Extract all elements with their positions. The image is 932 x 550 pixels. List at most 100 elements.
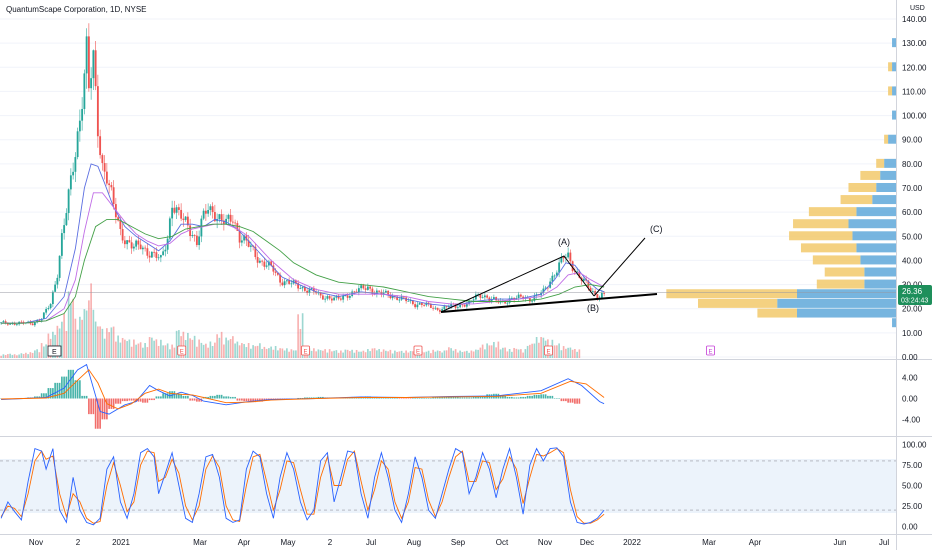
macd-histogram-bar [79,380,81,399]
volume-bar [353,352,356,358]
candle-body [357,288,360,293]
candle-body [186,216,189,226]
candle-body [330,298,333,301]
volume-bar [243,344,245,358]
drawings[interactable]: (A) (B) (C) [440,224,663,313]
macd-histogram-bar [396,398,398,399]
macd-histogram-bar [103,398,106,420]
candle-body [58,255,61,278]
volume-bar [61,321,63,358]
candle-body [236,223,239,231]
macd-histogram-bar [535,394,538,399]
volume-bar [166,343,169,358]
candle-body [312,288,315,292]
candle-body [60,233,63,256]
candle-body [9,323,12,325]
candle-body [479,294,482,298]
candle-body [429,303,432,308]
macd-histogram-bar [160,396,162,399]
macd-histogram-bar [322,396,324,399]
macd-histogram-bar [115,398,117,404]
volume-bar [63,313,65,358]
volume-bar [405,350,407,358]
volume-bar [142,347,144,358]
candle-body [490,299,493,302]
macd-histogram-bar [434,397,437,399]
volume-profile-up-bar [848,219,896,229]
volume-bar [103,338,106,358]
candle-body [204,210,207,214]
macd-histogram-bar [475,396,477,399]
volume-bar [364,352,367,358]
price-axis[interactable]: 140.00 130.00 120.00 110.00 100.00 90.00 80.00… [902,15,927,531]
volume-bar [34,350,36,358]
time-tick-label: Oct [496,538,509,547]
time-axis[interactable]: Nov 2 2021 Mar Apr May 2 Jul Aug Sep Oct Nov Dec 2022… [29,538,889,547]
candle-body [411,300,414,305]
volume-profile-up-bar [797,289,896,299]
macd-histogram-bar [515,397,518,399]
macd-histogram-bar [477,396,479,399]
candle-body [308,289,311,293]
macd-histogram-bar [119,398,122,404]
candle-body [270,261,273,266]
candle-body [87,36,90,89]
volume-bar [58,328,61,358]
price-tick-label: 80.00 [902,160,923,169]
volume-profile-down-bar [800,243,857,253]
macd-histogram-bar [101,398,104,420]
volume-profile-down-bar [888,62,893,72]
volume-bar [290,349,293,358]
volume-bar [155,339,158,358]
macd-histogram-bar [94,398,97,429]
volume-bar [193,335,196,358]
candle-body [56,277,59,285]
candle-body [461,304,464,306]
volume-bar [558,343,560,358]
candle-body [94,50,97,87]
moving-average-line [1,192,605,324]
volume-bar [452,350,455,358]
macd-histogram-bar [578,398,581,404]
candle-body [366,286,369,290]
volume-bar [106,328,108,358]
candle-body [243,235,246,241]
macd-histogram-bar [47,388,50,399]
volume-bar [31,352,34,358]
volume-bar [283,350,286,358]
candle-body [342,295,345,300]
macd-histogram-bar [191,398,194,401]
volume-bar [279,348,281,358]
candle-body [519,294,522,297]
volume-bar [578,349,581,358]
macd-histogram-bar [569,398,572,403]
candle-body [423,304,426,306]
candle-body [324,298,327,300]
candle-body [319,292,322,296]
candle-body [279,274,282,283]
candle-body [207,210,210,214]
macd-histogram-bar [540,394,542,399]
candle-body [40,319,43,321]
volume-bar [373,348,376,358]
candle-body [454,304,457,308]
volume-bar [387,351,389,358]
time-tick-label: 2022 [623,538,641,547]
macd-histogram-bar [409,398,412,400]
candle-body [6,323,9,325]
macd-histogram-bar [394,398,396,399]
wave-c-label: (C) [650,224,663,234]
volume-profile-up-bar [860,255,896,265]
event-markers[interactable]: EEEEEEE [47,345,715,357]
candle-body [103,163,106,172]
wave-c-projection[interactable] [593,237,646,297]
macd-histogram-bar [526,395,529,399]
candle-body [247,240,250,247]
volume-bar [164,345,167,358]
volume-bar [236,341,239,358]
macd-histogram-bar [389,397,392,399]
support-trendline[interactable] [440,293,658,313]
wave-a-line[interactable] [440,255,595,313]
volume-bar [146,347,149,358]
